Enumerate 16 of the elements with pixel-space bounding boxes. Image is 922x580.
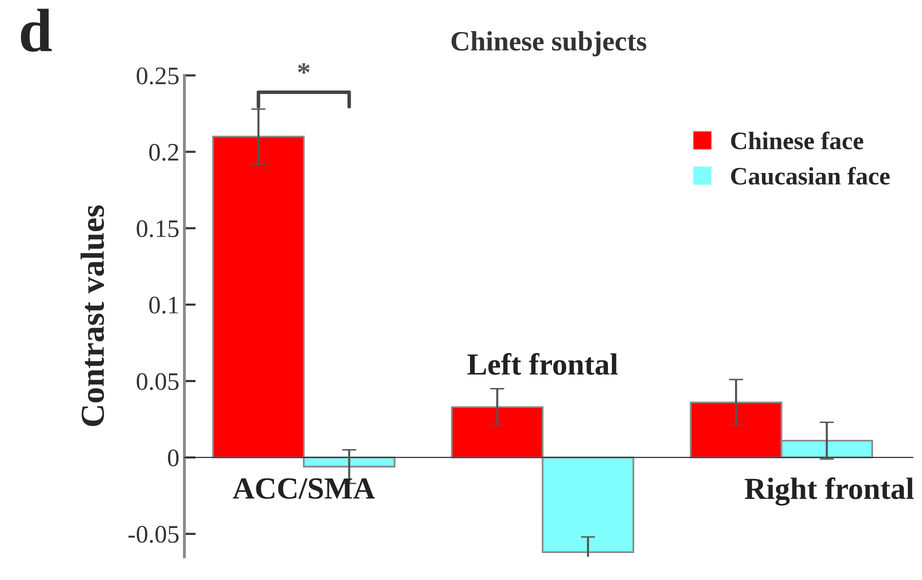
text: d xyxy=(20,8,52,52)
text: * xyxy=(298,63,310,74)
legend-label: Caucasian face xyxy=(731,166,890,185)
legend-label: Chinese face xyxy=(731,131,864,150)
y-tick-label: 0.1 xyxy=(149,296,178,314)
y-tick-label: -0.05 xyxy=(128,526,179,543)
y-tick-label: 0.2 xyxy=(149,144,178,161)
chart-title: Chinese subjects xyxy=(452,31,646,56)
x-tick-label: ACC/SMA xyxy=(232,478,375,499)
y-tick-label: 0.05 xyxy=(136,373,179,390)
x-tick-label: Right frontal xyxy=(744,477,914,506)
y-axis-title: Contrast values xyxy=(80,205,104,426)
y-tick-label: 0.25 xyxy=(136,67,179,84)
y-tick-label: 0 xyxy=(168,450,179,466)
x-tick-label: Left frontal xyxy=(467,353,618,375)
y-tick-label: 0.15 xyxy=(136,220,179,238)
